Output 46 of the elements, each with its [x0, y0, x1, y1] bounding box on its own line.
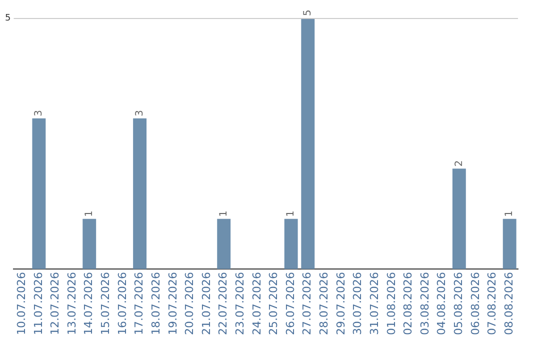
x-tick-label: 31.07.2026: [368, 272, 381, 336]
bar: [284, 218, 298, 270]
x-tick-label: 26.07.2026: [284, 272, 297, 336]
x-tick-label: 28.07.2026: [318, 272, 331, 336]
x-tick-label: 29.07.2026: [334, 272, 348, 336]
x-tick-label: 21.07.2026: [200, 272, 213, 336]
x-tick-label: 08.08.2026: [502, 272, 516, 336]
x-tick-label: 18.07.2026: [149, 272, 162, 336]
x-tick-label: 16.07.2026: [116, 272, 129, 336]
x-tick-label: 27.07.2026: [300, 272, 314, 336]
data-label: 3: [34, 110, 45, 116]
x-tick-label: 22.07.2026: [216, 272, 230, 336]
x-tick-label: 04.08.2026: [435, 272, 448, 336]
bar: [452, 168, 466, 270]
x-tick-label: 25.07.2026: [267, 272, 280, 336]
x-tick-label: 06.08.2026: [468, 272, 482, 336]
x-tick-label: 10.07.2026: [14, 272, 28, 336]
data-label: 3: [134, 110, 146, 116]
data-label: 5: [302, 10, 314, 16]
x-tick-label: 12.07.2026: [48, 272, 62, 336]
bar: [133, 118, 147, 270]
data-label: 1: [504, 210, 516, 217]
x-tick-label: 01.08.2026: [384, 272, 398, 336]
bar: [217, 218, 231, 270]
bar: [301, 18, 315, 270]
data-label: 1: [84, 210, 95, 217]
x-tick-label: 24.07.2026: [250, 272, 264, 336]
data-label: 1: [286, 210, 297, 217]
x-tick-label: 11.07.2026: [32, 272, 45, 336]
x-tick-label: 03.08.2026: [418, 272, 432, 336]
x-tick-label: 30.07.2026: [351, 272, 364, 336]
bar: [32, 118, 46, 270]
x-tick-label: 23.07.2026: [234, 272, 247, 336]
x-tick-label: 07.08.2026: [486, 272, 499, 336]
x-tick-label: 02.08.2026: [402, 272, 415, 336]
x-tick-label: 20.07.2026: [183, 272, 196, 336]
x-tick-label: 17.07.2026: [132, 272, 146, 336]
x-tick-label: 19.07.2026: [166, 272, 180, 336]
data-label: 2: [454, 160, 465, 167]
x-tick-label: 13.07.2026: [65, 272, 78, 336]
x-tick-label: 15.07.2026: [99, 272, 112, 336]
data-label: 1: [218, 210, 230, 217]
x-tick-label: 05.08.2026: [452, 272, 466, 336]
bar: [82, 218, 96, 270]
x-tick-label: 14.07.2026: [82, 272, 96, 336]
bar: [502, 218, 516, 270]
